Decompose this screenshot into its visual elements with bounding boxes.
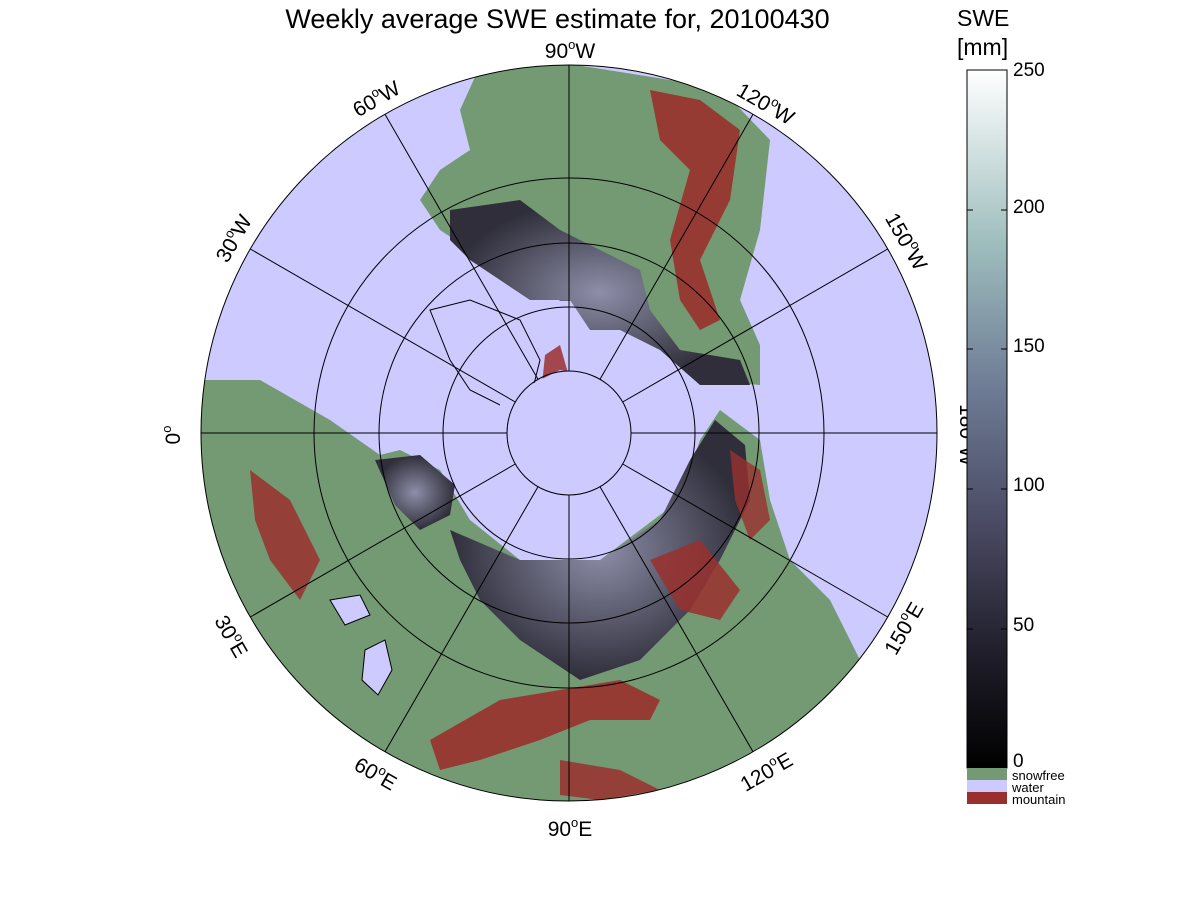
meridian-line — [384, 486, 539, 752]
legend-label-water: water — [1012, 780, 1044, 795]
colorbar-ticks — [967, 69, 1007, 769]
colorbar-tick-label: 100 — [1013, 475, 1045, 496]
meridian-line — [599, 486, 754, 752]
legend-swatch-snowfree — [967, 768, 1007, 780]
lon-label-30e: 30oE — [210, 610, 255, 662]
rocky-mountains — [650, 90, 740, 330]
colorbar-title-unit: [mm] — [957, 34, 1009, 60]
meridian-line — [622, 463, 888, 618]
colorbar-tick-label: 50 — [1013, 615, 1035, 636]
meridian-line — [250, 248, 516, 403]
legend-swatch-water — [967, 780, 1007, 792]
alps-mountains — [250, 470, 320, 600]
map-title: Weekly average SWE estimate for, 2010043… — [285, 4, 830, 34]
meridian-line — [599, 114, 754, 380]
lon-label-90w: 90oW — [545, 37, 596, 63]
meridian-line — [384, 114, 539, 380]
lon-label-90e: 90oE — [548, 815, 593, 841]
colorbar-tick-label: 0 — [1013, 751, 1024, 772]
colorbar-gradient — [966, 69, 1008, 769]
black-sea — [329, 594, 371, 626]
legend-label-snowfree: snowfree — [1012, 768, 1065, 783]
himalaya-mountains — [430, 680, 660, 770]
lon-label-60e: 60oE — [350, 751, 402, 796]
lon-label-0: 0o — [159, 426, 185, 445]
east-asia-mountains — [650, 540, 740, 620]
na-snow-cover — [450, 200, 750, 385]
colorbar-title-swe: SWE — [957, 5, 1010, 31]
colorbar — [966, 69, 1008, 804]
caspian-sea — [361, 639, 393, 696]
map-disk — [201, 65, 937, 801]
scandinavia-snow — [375, 455, 455, 530]
graticule — [200, 64, 938, 802]
legend-label-mountain: mountain — [1012, 792, 1066, 807]
legend-swatch-mountain — [967, 792, 1007, 804]
colorbar-tick-label: 250 — [1013, 60, 1045, 81]
colorbar-tick-label: 200 — [1013, 197, 1045, 218]
meridian-line — [622, 248, 888, 403]
central-asia-mountains — [560, 760, 660, 800]
arctic-ocean-center — [500, 370, 690, 520]
meridians — [201, 65, 937, 801]
meridian-line — [250, 463, 516, 618]
colorbar-tick-label: 150 — [1013, 336, 1045, 357]
eurasia-snow-cover — [450, 420, 750, 680]
siberia-mountains — [730, 450, 770, 540]
